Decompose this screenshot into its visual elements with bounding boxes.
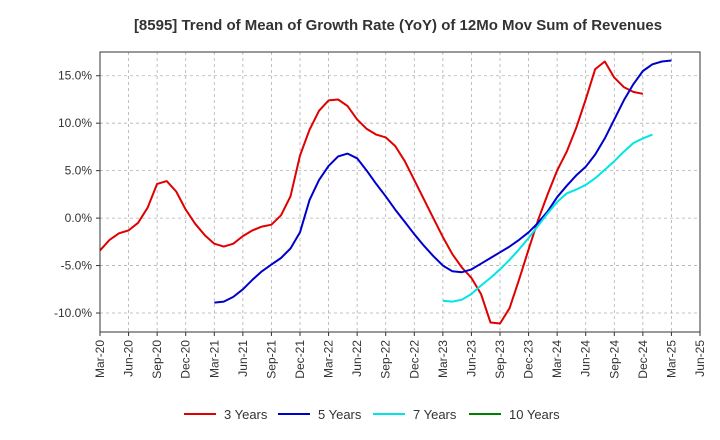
x-tick-label: Dec-21 [293,340,307,379]
legend-label-10-years: 10 Years [509,407,560,422]
x-tick-label: Sep-23 [493,340,507,379]
x-tick-label: Dec-22 [407,340,421,379]
series-line-7-years [442,133,653,303]
x-tick-label: Sep-24 [607,340,621,379]
x-tick-label: Dec-24 [636,340,650,379]
x-tick-label: Mar-21 [207,340,221,378]
x-tick-label: Dec-20 [179,340,193,379]
x-tick-label: Jun-21 [236,340,250,377]
series-line-3-years [99,60,644,325]
x-tick-label: Mar-22 [322,340,336,378]
legend-label-5-years: 5 Years [318,407,362,422]
y-tick-label: 15.0% [58,69,92,83]
x-tick-label: Dec-23 [522,340,536,379]
plot-frame [99,51,701,333]
x-tick-label: Sep-21 [264,340,278,379]
y-tick-label: -10.0% [54,306,92,320]
chart-title: [8595] Trend of Mean of Growth Rate (YoY… [134,17,662,34]
legend-label-7-years: 7 Years [413,407,457,422]
y-tick-label: 10.0% [58,116,92,130]
x-tick-label: Mar-25 [664,340,678,378]
x-tick-label: Mar-20 [93,340,107,378]
x-tick-label: Sep-20 [150,340,164,379]
axes: -10.0% -5.0% 0.0% 5.0% 10.0% 15.0% Mar-20 Jun-2… [54,51,707,379]
x-tick-label: Jun-20 [122,340,136,377]
x-tick-label: Sep-22 [379,340,393,379]
x-tick-label: Jun-22 [350,340,364,377]
x-tick-label: Jun-23 [464,340,478,377]
y-tick-label: 0.0% [65,211,93,225]
series-lines [99,59,672,325]
legend: 3 Years 5 Years 7 Years 10 Years [184,407,560,422]
y-tick-label: 5.0% [65,164,93,178]
x-tick-label: Mar-24 [550,340,564,378]
legend-label-3-years: 3 Years [224,407,268,422]
plot-area [100,52,700,332]
y-tick-label: -5.0% [61,259,93,273]
x-tick-label: Mar-23 [436,340,450,378]
x-tick-label: Jun-24 [579,340,593,377]
series-line-5-years [214,59,672,304]
x-tick-label: Jun-25 [693,340,707,377]
grid-lines [99,52,701,332]
